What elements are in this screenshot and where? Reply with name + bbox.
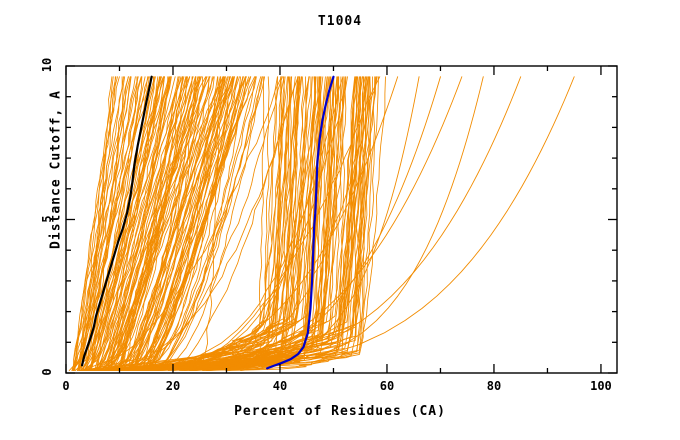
- prediction-curve: [86, 76, 299, 371]
- prediction-curve: [117, 76, 213, 371]
- prediction-curve: [119, 76, 221, 371]
- prediction-curve: [71, 76, 125, 371]
- prediction-curve: [143, 76, 240, 371]
- x-tick-label: 100: [590, 379, 612, 393]
- prediction-curve: [146, 76, 246, 371]
- y-tick-label: 5: [40, 214, 54, 223]
- prediction-curve: [80, 76, 154, 371]
- prediction-curve: [118, 76, 210, 371]
- prediction-curve: [125, 76, 244, 371]
- prediction-curve-outlier: [105, 76, 463, 370]
- x-axis-title: Percent of Residues (CA): [234, 404, 446, 419]
- prediction-curve: [98, 76, 182, 371]
- prediction-curve: [111, 76, 347, 371]
- prediction-curve: [83, 76, 282, 371]
- prediction-curve: [148, 76, 244, 371]
- prediction-curves-bundle: [68, 76, 575, 371]
- prediction-curve-outlier: [91, 76, 399, 370]
- prediction-curve: [158, 76, 262, 371]
- prediction-curve: [97, 76, 316, 371]
- prediction-curve: [93, 76, 376, 371]
- x-tick-label: 40: [272, 379, 288, 393]
- prediction-curve: [147, 76, 257, 371]
- prediction-curve: [104, 76, 188, 371]
- prediction-curve: [170, 76, 299, 371]
- prediction-curve-outlier: [98, 76, 484, 370]
- prediction-curve: [89, 76, 165, 371]
- prediction-curve: [91, 76, 164, 371]
- x-tick-label: 60: [379, 379, 395, 393]
- prediction-curve: [135, 76, 233, 371]
- prediction-curve: [142, 76, 231, 371]
- prediction-curve-outlier: [129, 76, 420, 370]
- highlighted-curve: [266, 75, 335, 370]
- prediction-curve: [118, 76, 369, 371]
- x-tick-label: 20: [165, 379, 181, 393]
- prediction-curve: [78, 76, 316, 371]
- prediction-curve: [120, 76, 211, 371]
- prediction-curve: [126, 76, 210, 371]
- prediction-curve: [141, 76, 235, 371]
- x-tick-label: 80: [486, 379, 502, 393]
- prediction-curve: [80, 76, 139, 371]
- axis-frame: [65, 65, 618, 374]
- prediction-curve: [127, 76, 376, 371]
- prediction-curve: [112, 76, 371, 371]
- prediction-curve: [155, 76, 266, 371]
- prediction-curve-outlier: [136, 76, 441, 370]
- prediction-curve: [108, 76, 307, 371]
- prediction-curve: [89, 76, 164, 371]
- prediction-curve: [83, 76, 344, 371]
- prediction-curve-outlier: [122, 76, 522, 370]
- prediction-curve: [144, 76, 238, 371]
- prediction-curve-outlier: [121, 76, 575, 370]
- prediction-curve: [74, 76, 129, 371]
- y-tick-label: 0: [40, 368, 54, 376]
- prediction-curve: [206, 76, 378, 371]
- prediction-curve: [78, 76, 142, 371]
- y-tick-label: 10: [40, 57, 54, 73]
- prediction-curve: [183, 76, 335, 371]
- prediction-curve: [104, 76, 194, 371]
- prediction-curve: [183, 76, 379, 371]
- prediction-curve: [104, 76, 310, 371]
- prediction-curve: [156, 76, 257, 371]
- prediction-curve: [119, 76, 215, 371]
- prediction-curve: [156, 76, 263, 371]
- prediction-curve: [147, 76, 247, 371]
- x-tick-label: 0: [62, 379, 70, 393]
- prediction-curve: [97, 76, 176, 371]
- prediction-curve: [142, 76, 235, 371]
- prediction-curve: [96, 76, 187, 371]
- prediction-curve: [88, 76, 170, 371]
- prediction-curve: [157, 76, 320, 371]
- prediction-curve: [110, 76, 196, 371]
- prediction-curve: [94, 76, 348, 371]
- prediction-curve: [90, 76, 170, 371]
- prediction-curve: [124, 76, 226, 371]
- prediction-curve: [128, 76, 224, 371]
- prediction-curve: [96, 76, 183, 371]
- reference-curve: [80, 75, 153, 367]
- prediction-curve: [183, 76, 377, 371]
- prediction-curve: [82, 76, 146, 371]
- prediction-curve: [96, 76, 169, 371]
- page-title: T1004: [317, 14, 363, 29]
- prediction-curve: [109, 76, 194, 371]
- prediction-curve: [109, 76, 190, 371]
- prediction-curve: [74, 76, 139, 371]
- prediction-curve: [110, 76, 202, 371]
- prediction-curve: [132, 76, 231, 371]
- prediction-curve: [77, 76, 132, 371]
